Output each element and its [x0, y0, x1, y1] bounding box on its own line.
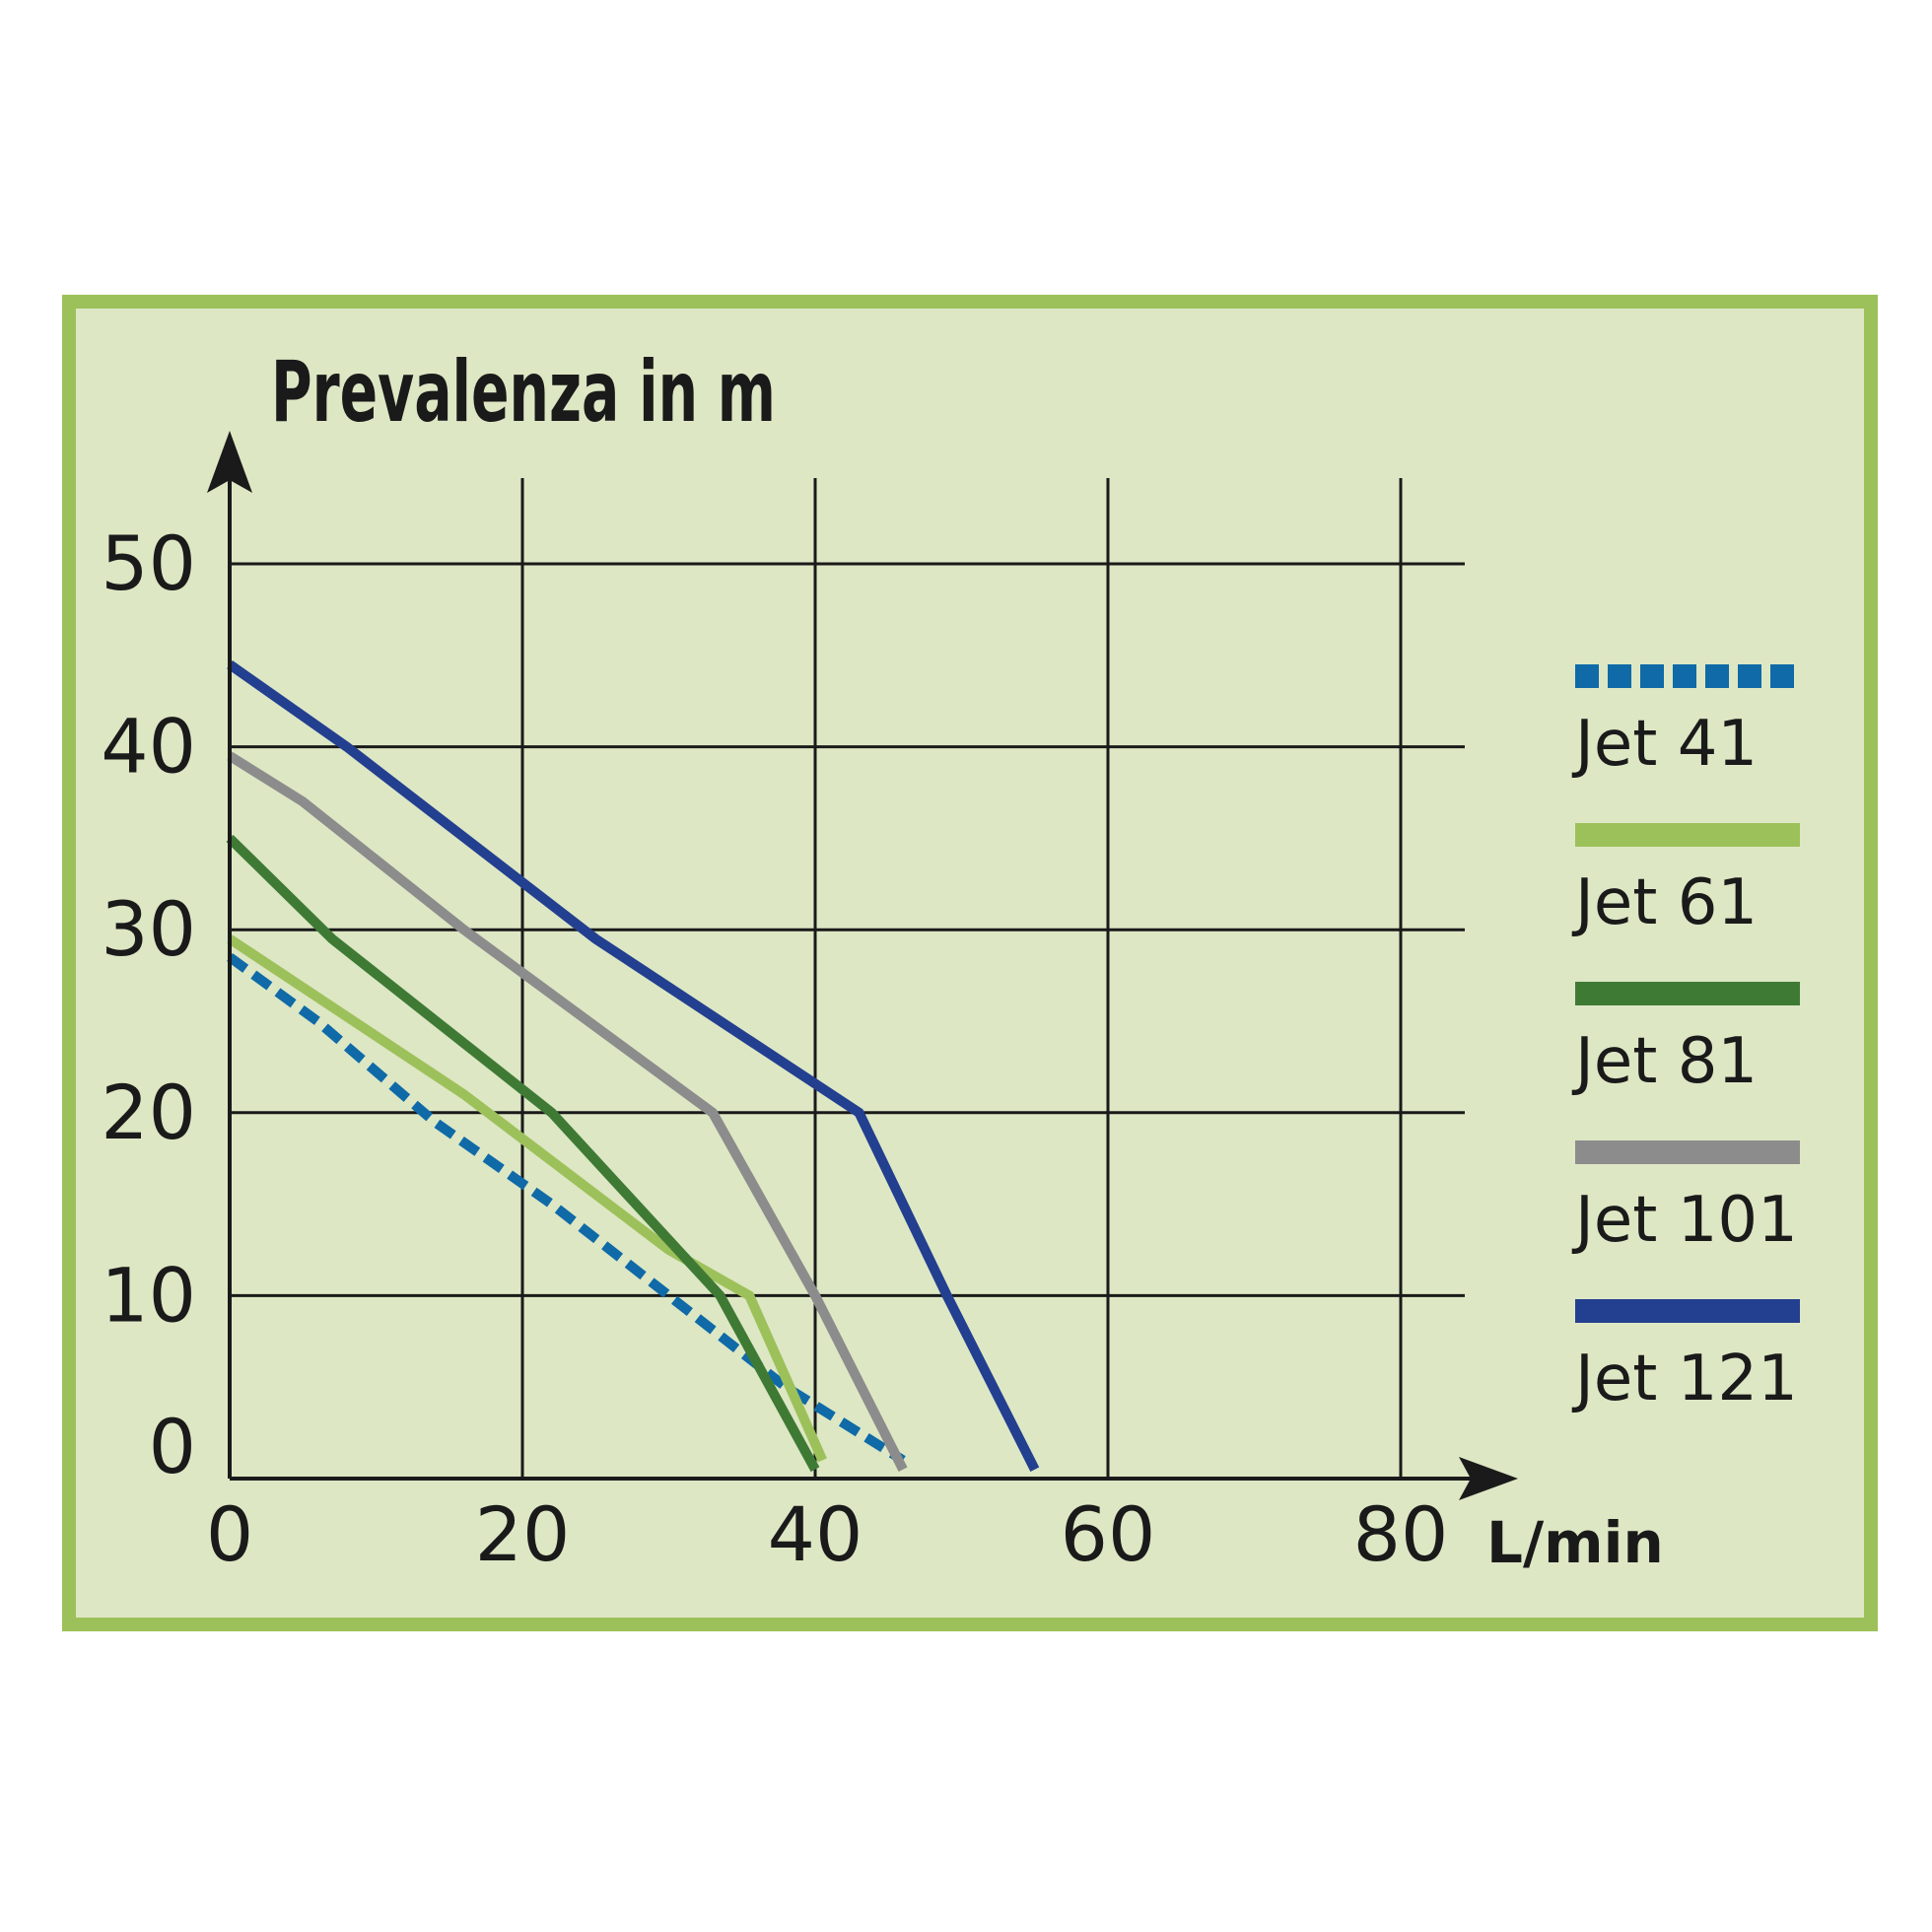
y-axis-label: Prevalenza in m — [271, 343, 776, 442]
series-lines — [226, 660, 1040, 1473]
legend-label: Jet 121 — [1571, 1343, 1798, 1415]
x-tick-label: 40 — [768, 1490, 863, 1578]
x-tick-label: 0 — [206, 1490, 253, 1578]
y-axis-arrow-icon — [207, 431, 252, 493]
y-tick-label: 30 — [101, 885, 196, 973]
x-tick-label: 80 — [1353, 1490, 1449, 1578]
legend-label: Jet 81 — [1571, 1025, 1758, 1098]
legend: Jet 41 Jet 61 Jet 81 Jet 101 Jet 121 — [1571, 664, 1800, 1415]
y-tick-label: 0 — [149, 1403, 196, 1490]
y-tick-label: 40 — [101, 703, 196, 791]
y-tick-label: 10 — [101, 1251, 196, 1339]
tick-labels: 0 20 40 60 80 0 10 20 30 40 50 — [101, 519, 1448, 1578]
legend-label: Jet 41 — [1571, 708, 1758, 781]
chart-frame — [62, 295, 1878, 1631]
y-tick-label: 20 — [101, 1069, 196, 1156]
legend-label: Jet 61 — [1571, 866, 1758, 939]
legend-label: Jet 101 — [1571, 1184, 1798, 1257]
series-line — [227, 751, 908, 1472]
x-tick-label: 60 — [1061, 1490, 1156, 1578]
x-axis-label: L/min — [1486, 1509, 1664, 1576]
y-tick-label: 50 — [101, 519, 196, 607]
grid — [230, 478, 1465, 1479]
series-line — [227, 660, 1040, 1472]
series-line — [227, 934, 827, 1463]
x-axis-arrow-icon — [1459, 1457, 1518, 1500]
series-line — [226, 834, 820, 1473]
x-tick-label: 20 — [475, 1490, 571, 1578]
